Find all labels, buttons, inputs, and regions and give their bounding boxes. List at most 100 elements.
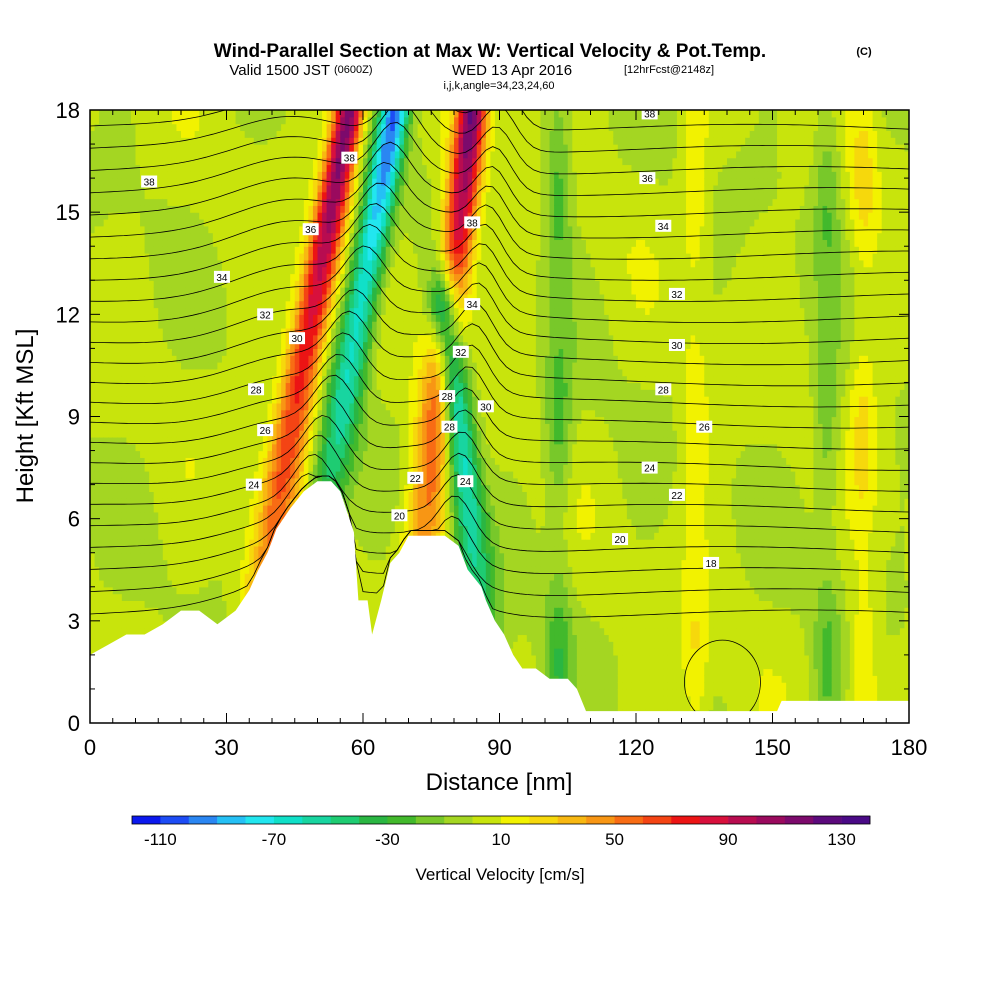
velocity-cell [194,396,200,404]
velocity-cell [281,450,287,458]
velocity-cell [190,232,196,241]
velocity-cell [130,321,137,329]
velocity-cell [326,184,332,193]
velocity-cell [121,525,127,533]
velocity-cell [185,389,191,397]
velocity-cell [171,436,178,445]
velocity-cell [112,607,118,615]
velocity-cell [94,246,100,254]
velocity-cell [103,307,109,315]
velocity-cell [231,218,237,227]
velocity-cell [208,157,214,166]
velocity-cell [144,470,150,479]
velocity-cell [226,293,232,302]
velocity-cell [212,470,218,479]
velocity-cell [149,382,155,390]
velocity-cell [303,327,309,336]
velocity-cell [117,321,123,329]
velocity-cell [149,280,155,288]
velocity-cell [144,416,150,424]
velocity-cell [217,150,223,159]
velocity-cell [231,178,237,186]
velocity-cell [181,559,187,567]
velocity-cell [90,130,96,138]
velocity-cell [185,130,191,138]
velocity-cell [281,137,287,145]
velocity-cell [294,341,300,349]
velocity-cell [94,116,100,125]
velocity-cell [144,123,150,132]
velocity-cell [240,171,246,179]
velocity-cell [235,184,241,193]
velocity-cell [240,436,246,445]
velocity-cell [281,266,287,275]
velocity-cell [308,430,314,438]
velocity-cell [203,505,209,513]
velocity-cell [162,430,168,438]
velocity-cell [303,464,309,472]
velocity-cell [208,253,214,261]
velocity-cell [208,137,214,145]
velocity-cell [267,123,273,132]
velocity-cell [149,293,155,302]
velocity-cell [126,539,132,547]
velocity-cell [308,307,314,315]
velocity-cell [226,150,232,159]
velocity-cell [258,218,264,227]
velocity-cell [103,157,109,166]
velocity-cell [253,423,259,431]
velocity-cell [208,525,214,533]
velocity-cell [240,164,246,172]
velocity-cell [267,470,273,479]
velocity-cell [117,259,123,268]
velocity-cell [203,607,209,615]
velocity-cell [217,239,223,247]
velocity-cell [99,430,105,438]
velocity-cell [126,566,132,574]
velocity-cell [130,457,137,465]
velocity-cell [194,212,200,220]
velocity-cell [203,552,209,561]
velocity-cell [121,389,127,397]
velocity-cell [117,307,123,315]
velocity-cell [194,184,200,193]
velocity-cell [303,450,309,458]
velocity-cell [135,614,141,622]
velocity-cell [176,191,182,200]
velocity-cell [103,464,109,472]
velocity-cell [199,327,205,336]
velocity-cell [326,464,332,472]
velocity-cell [162,198,168,206]
velocity-cell [231,300,237,309]
velocity-cell [117,334,123,343]
velocity-cell [285,157,291,166]
velocity-cell [217,300,223,309]
velocity-cell [126,491,132,499]
velocity-cell [253,184,259,193]
velocity-cell [212,307,218,315]
velocity-cell [171,198,178,206]
velocity-cell [231,402,237,411]
velocity-cell [317,137,323,145]
velocity-cell [108,484,114,493]
velocity-cell [253,123,259,132]
velocity-cell [299,321,305,329]
velocity-cell [103,457,109,465]
velocity-cell [185,150,191,159]
velocity-cell [312,259,319,268]
velocity-cell [103,178,109,186]
velocity-cell [176,600,182,608]
velocity-cell [130,545,137,554]
velocity-cell [299,287,305,295]
velocity-cell [112,273,118,281]
velocity-cell [117,273,123,281]
velocity-cell [331,409,337,418]
velocity-cell [126,464,132,472]
velocity-cell [235,416,241,424]
velocity-cell [121,416,127,424]
velocity-cell [217,600,223,608]
velocity-cell [108,150,114,159]
velocity-cell [117,327,123,336]
velocity-cell [235,178,241,186]
velocity-cell [194,464,200,472]
